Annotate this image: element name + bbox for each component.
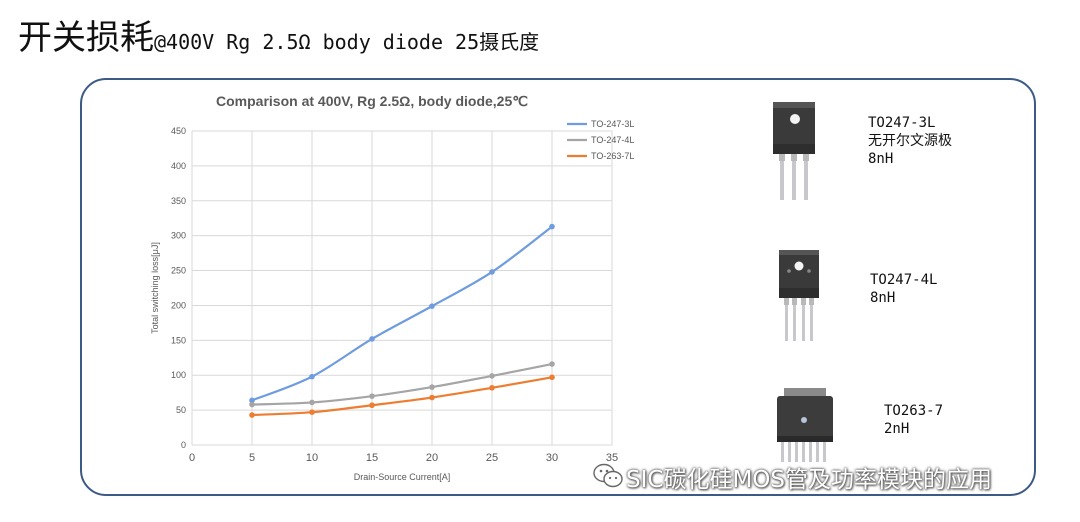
data-point-TO-247-3L [489, 269, 495, 275]
legend-label-TO-247-4L: TO-247-4L [591, 135, 634, 145]
watermark: SIC碳化硅MOS管及功率模块的应用 [590, 458, 1050, 494]
y-tick-label: 350 [171, 196, 186, 206]
x-tick-label: 30 [546, 452, 558, 464]
data-point-TO-247-3L [549, 223, 555, 230]
data-point-TO-247-4L [429, 384, 435, 390]
to247-4l-package-icon [779, 250, 819, 341]
data-point-TO-247-3L [249, 397, 255, 404]
data-point-TO-263-7L [549, 374, 555, 381]
data-point-TO-247-4L [369, 393, 375, 399]
slide-title: 开关损耗@400V Rg 2.5Ω body diode 25摄氏度 [18, 10, 539, 59]
wechat-icon [593, 463, 623, 488]
y-tick-label: 400 [171, 161, 186, 171]
data-point-TO-247-3L [429, 303, 435, 309]
x-tick-label: 5 [249, 452, 255, 464]
switching-loss-chart: Comparison at 400V, Rg 2.5Ω, body diode,… [150, 93, 634, 482]
to247-3l-package-icon [773, 102, 815, 200]
data-point-TO-247-3L [369, 336, 375, 342]
data-point-TO-263-7L [369, 402, 375, 409]
x-tick-label: 0 [189, 452, 195, 464]
data-point-TO-263-7L [309, 409, 315, 416]
y-tick-label: 50 [176, 405, 186, 415]
data-point-TO-247-3L [309, 373, 315, 380]
data-point-TO-263-7L [249, 412, 255, 418]
data-point-TO-247-4L [549, 361, 555, 367]
y-tick-label: 150 [171, 335, 186, 345]
y-tick-label: 0 [181, 440, 186, 450]
series-line-TO-247-4L [251, 362, 553, 406]
data-point-TO-247-4L [309, 399, 315, 406]
series-line-TO-263-7L [251, 376, 553, 417]
chart-title: Comparison at 400V, Rg 2.5Ω, body diode,… [216, 93, 528, 109]
package-label-to247-4l: TO247-4L 8nH [870, 272, 938, 306]
package-label-to263-7: TO263-7 2nH [884, 403, 944, 437]
x-tick-label: 15 [366, 452, 378, 464]
data-point-TO-247-4L [489, 373, 495, 379]
package-label-to247-3l: TO247-3L 无开尔文源极 8nH [868, 115, 952, 167]
watermark-text: SIC碳化硅MOS管及功率模块的应用 [626, 467, 992, 493]
series-line-TO-247-3L [251, 225, 553, 402]
legend-label-TO-247-3L: TO-247-3L [591, 119, 634, 129]
data-point-TO-263-7L [489, 384, 495, 391]
slide-title-sub: @400V Rg 2.5Ω body diode 25摄氏度 [154, 30, 540, 54]
y-tick-label: 200 [171, 300, 186, 310]
to263-7-package-icon [777, 388, 833, 462]
y-tick-label: 100 [171, 370, 186, 380]
x-tick-label: 25 [486, 452, 498, 464]
x-tick-label: 35 [606, 452, 618, 464]
data-point-TO-263-7L [429, 394, 435, 401]
data-point-TO-247-4L [249, 401, 255, 408]
x-axis-label: Drain-Source Current[A] [354, 472, 451, 482]
y-tick-label: 300 [171, 231, 186, 241]
content-panel [80, 78, 1036, 496]
x-tick-label: 10 [306, 452, 318, 464]
slide-title-main: 开关损耗 [18, 18, 154, 58]
x-tick-label: 20 [426, 452, 438, 464]
y-axis-label: Total switching loss[μJ] [150, 242, 160, 334]
legend-label-TO-263-7L: TO-263-7L [591, 151, 634, 161]
y-tick-label: 450 [171, 126, 186, 136]
y-tick-label: 250 [171, 266, 186, 276]
